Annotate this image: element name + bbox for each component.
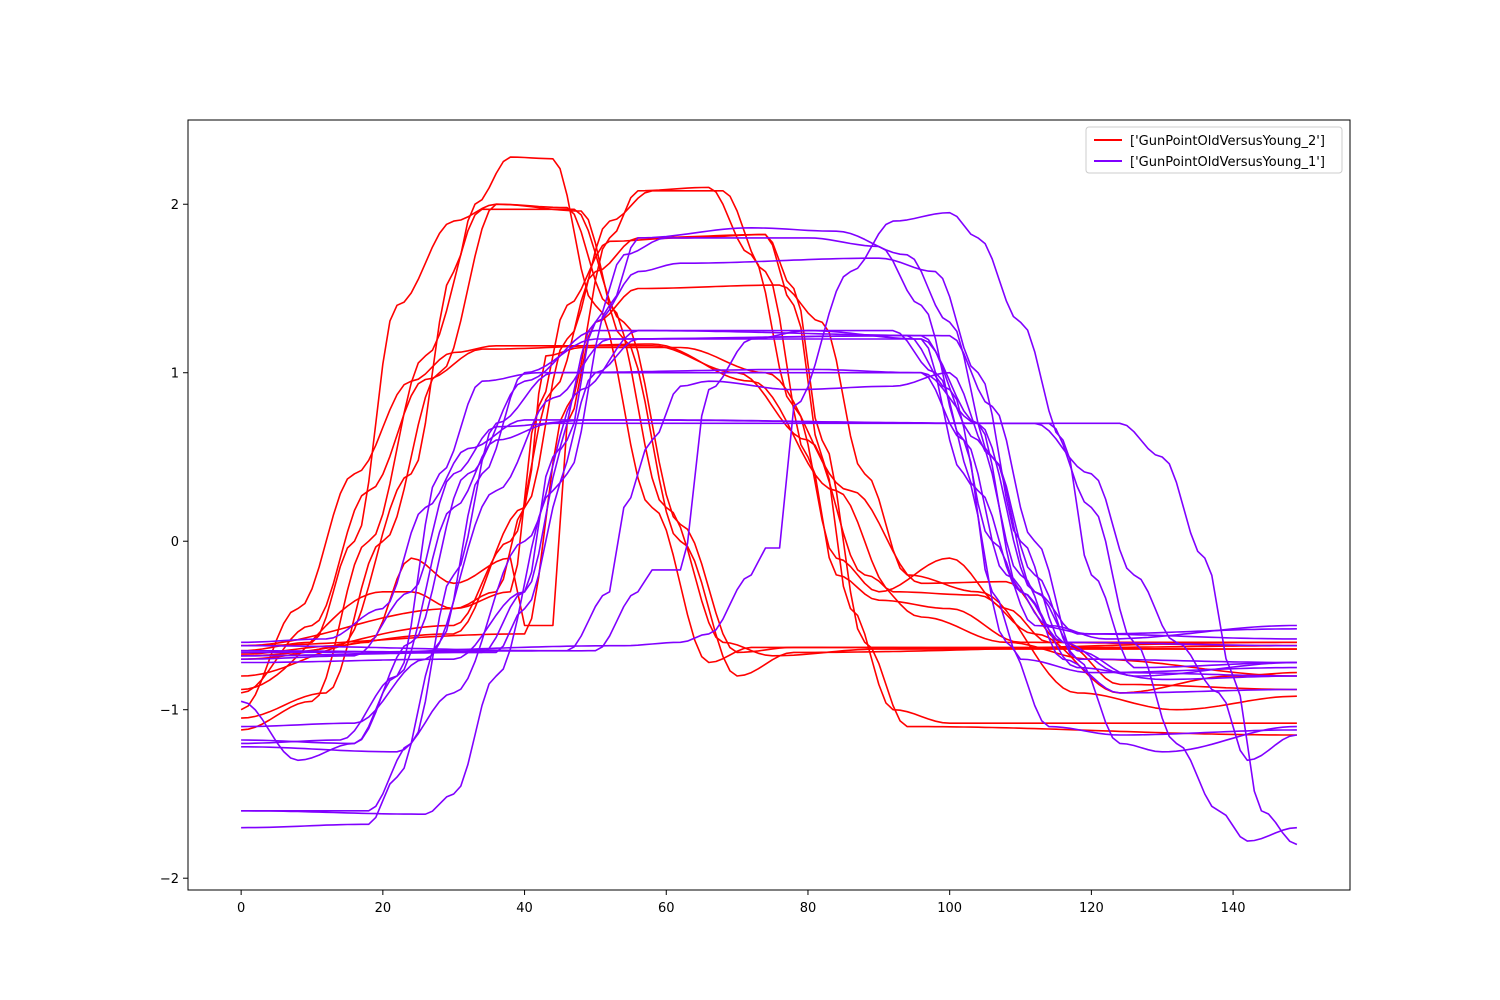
x-tick-label: 140	[1221, 901, 1246, 916]
series-line-15	[241, 422, 1297, 842]
series-layer	[240, 156, 1298, 846]
plot-frame	[187, 119, 1351, 891]
plot-area	[188, 120, 1350, 890]
series-line-7	[241, 346, 1297, 691]
y-axis: −2 −1 0 1 2	[160, 198, 188, 887]
series-line-28	[241, 211, 1297, 669]
x-tick-label: 0	[237, 901, 245, 916]
series-line-3	[241, 203, 1297, 677]
series-line-8	[241, 284, 1297, 711]
x-tick-label: 100	[937, 901, 962, 916]
x-tick-label: 120	[1079, 901, 1104, 916]
y-tick-label: 0	[171, 535, 179, 550]
legend-label-2: ['GunPointOldVersusYoung_1']	[1130, 155, 1325, 170]
series-line-21	[241, 329, 1297, 753]
x-tick-label: 20	[375, 901, 392, 916]
legend: ['GunPointOldVersusYoung_2'] ['GunPointOl…	[1085, 126, 1343, 174]
x-axis: 0 20 40 60 80 100 120 140	[237, 890, 1246, 916]
y-tick-label: 2	[171, 198, 179, 213]
legend-box	[1085, 126, 1343, 174]
y-tick-label: −1	[160, 704, 179, 719]
series-line-22	[241, 338, 1297, 815]
series-line-26	[241, 371, 1297, 652]
series-line-24	[241, 257, 1297, 677]
x-tick-label: 60	[658, 901, 675, 916]
y-tick-label: 1	[171, 367, 179, 382]
series-line-19	[241, 329, 1297, 745]
legend-label-1: ['GunPointOldVersusYoung_2']	[1130, 134, 1325, 149]
x-tick-label: 40	[516, 901, 533, 916]
y-tick-label: −2	[160, 872, 179, 887]
x-tick-label: 80	[800, 901, 817, 916]
